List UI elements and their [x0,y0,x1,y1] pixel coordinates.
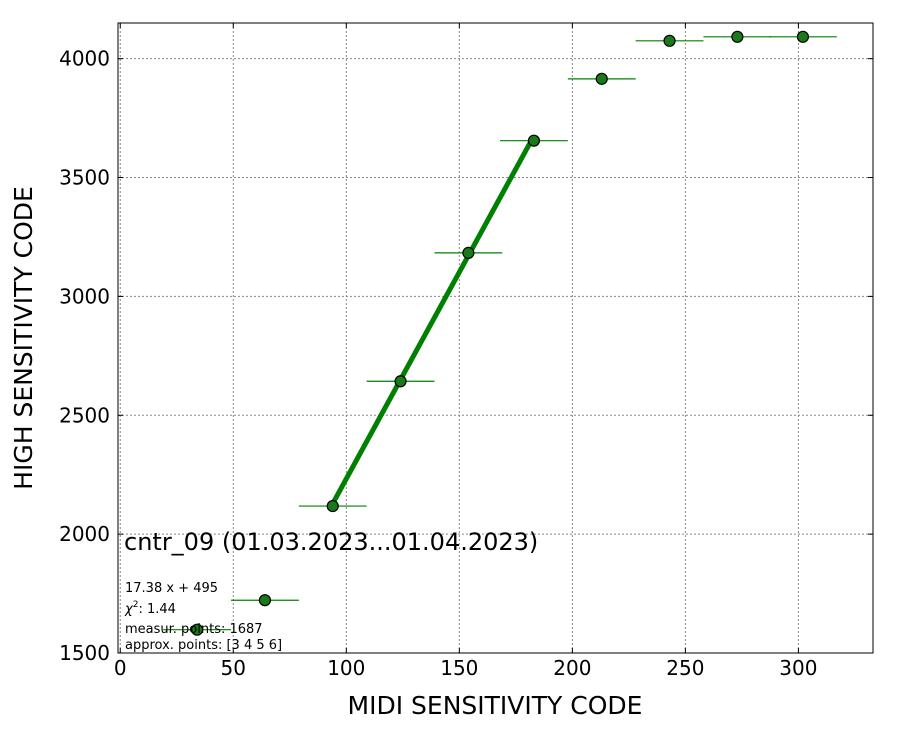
x-tick-label: 300 [779,656,817,680]
data-point [191,623,204,636]
data-point [796,30,810,43]
x-tick-label: 50 [221,656,246,680]
data-point [258,594,272,607]
y-tick-label: 3500 [59,166,110,190]
x-tick-label: 0 [114,656,127,680]
chi2-symbol: χ [124,602,134,617]
x-tick-label: 250 [666,656,704,680]
tick-layer: 0 50 100 150 200 250 300 1500 2000 2500 3000 3500 40… [59,23,873,680]
data-point [462,246,475,259]
grid [118,23,873,654]
chi2-label: χ2: 1.44 [124,600,176,617]
x-tick-label: 200 [553,656,591,680]
y-tick-label: 4000 [59,47,110,71]
point-layer [191,30,810,636]
y-tick-label: 2500 [59,403,110,427]
y-tick-label: 3000 [59,284,110,308]
fit-line-layer [330,134,537,505]
approx-points-label: approx. points: [3 4 5 6] [125,638,282,653]
measur-points-label: measur. points: 1687 [125,622,263,637]
data-point [527,134,541,147]
x-tick-label: 150 [440,656,478,680]
plot-frame [117,22,874,654]
data-point [326,499,339,513]
data-point [731,30,744,43]
fit-line [330,134,537,505]
data-point [394,375,407,388]
data-point [595,72,608,85]
chart-title: cntr_09 (01.03.2023...01.04.2023) [124,528,538,556]
chi2-value: : 1.44 [138,602,175,617]
y-tick-label: 2000 [59,522,110,546]
chi2-exponent: 2 [133,600,139,610]
fit-equation-label: 17.38 x + 495 [125,581,218,596]
x-tick-label: 100 [327,656,365,680]
y-axis-title: HIGH SENSITIVITY CODE [9,186,38,490]
data-point [663,34,676,47]
x-axis-title: MIDI SENSITIVITY CODE [348,691,643,720]
y-tick-label: 1500 [59,641,110,665]
